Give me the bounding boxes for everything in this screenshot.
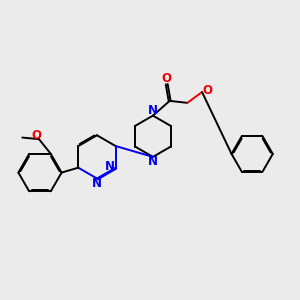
Text: N: N (148, 155, 158, 168)
Text: N: N (92, 177, 102, 190)
Text: O: O (162, 72, 172, 85)
Text: O: O (202, 84, 213, 97)
Text: N: N (148, 104, 158, 117)
Text: O: O (32, 129, 41, 142)
Text: N: N (105, 160, 115, 173)
